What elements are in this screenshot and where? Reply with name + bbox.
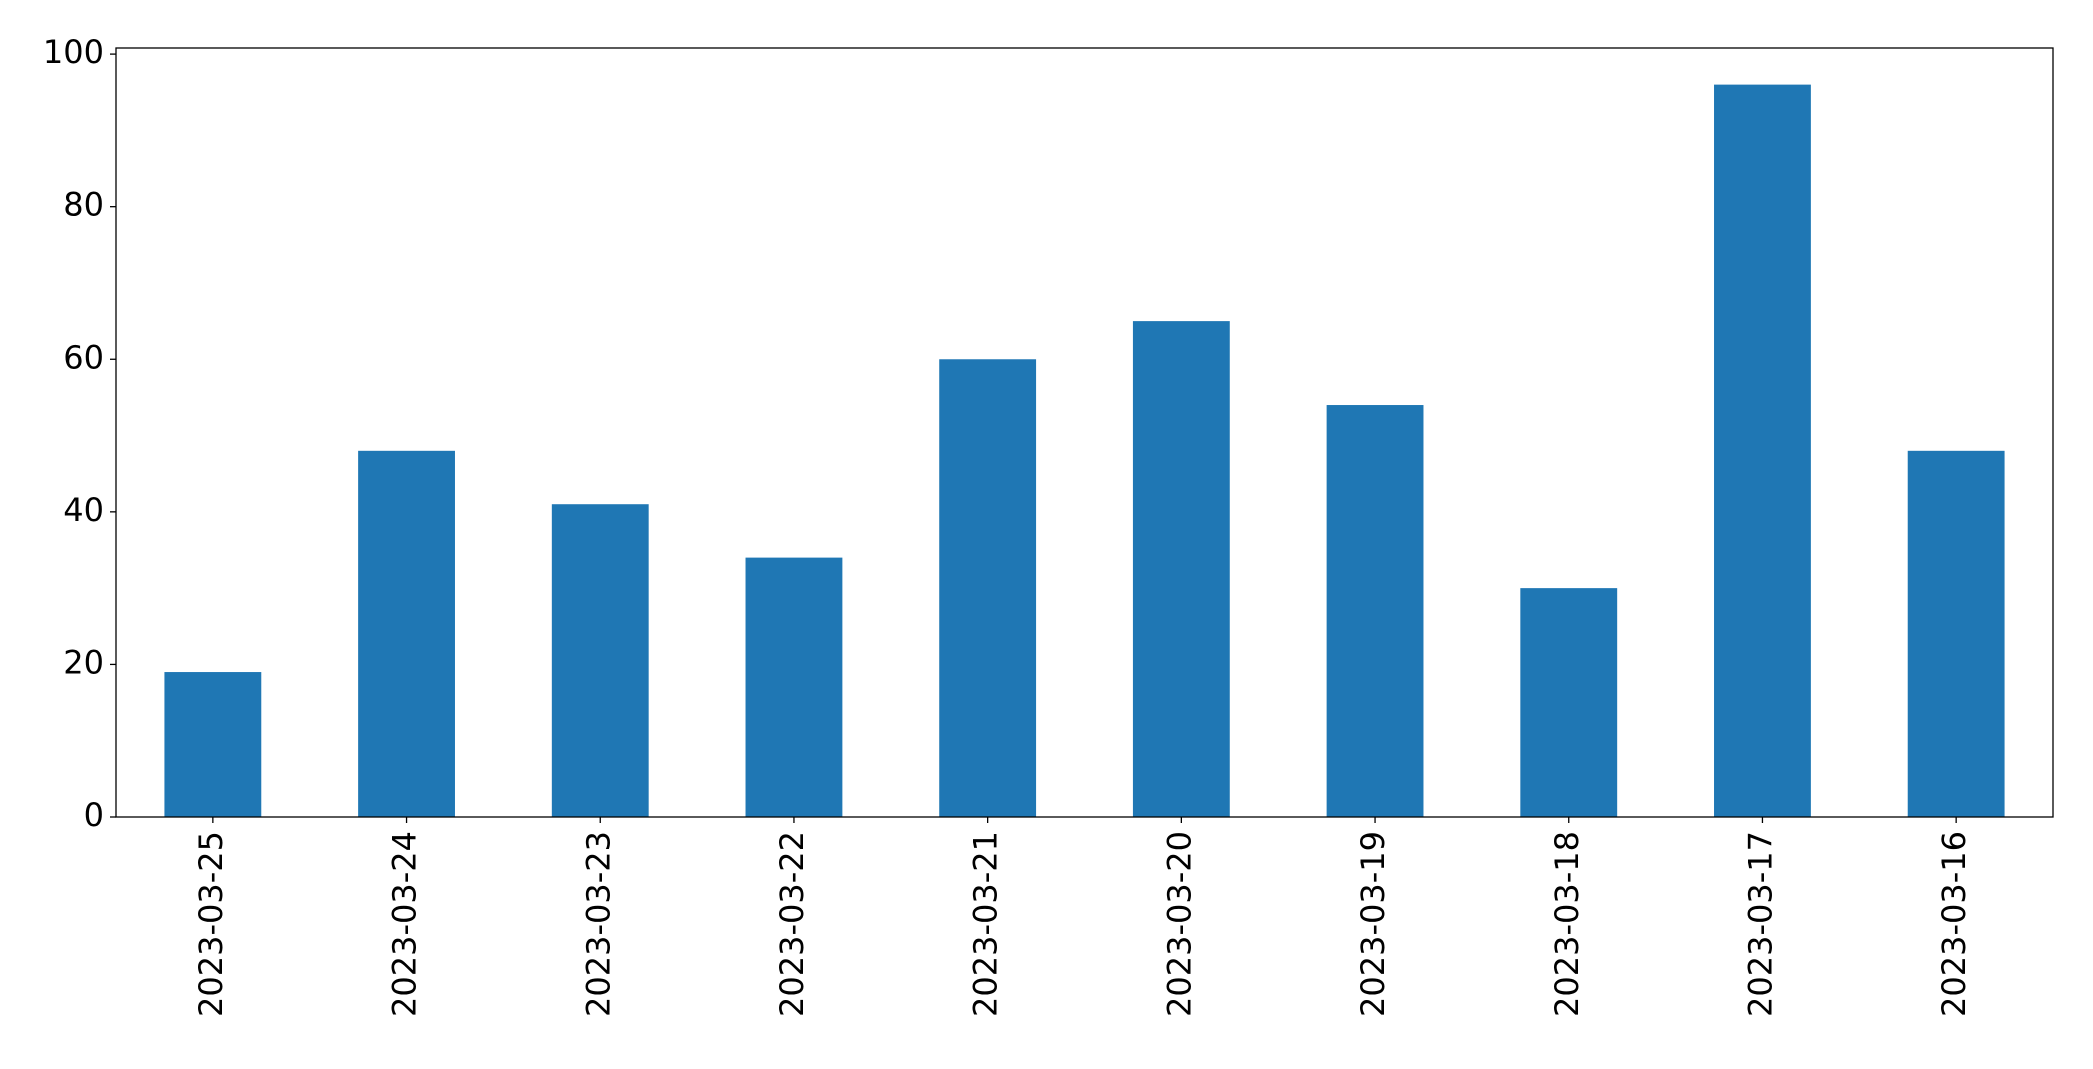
y-tick-label: 0 — [84, 796, 104, 834]
y-tick-label: 40 — [63, 491, 104, 529]
bar — [358, 450, 455, 817]
x-tick-label: 2023-03-24 — [386, 831, 424, 1017]
plot-frame — [115, 47, 2054, 818]
x-tick-label: 2023-03-25 — [192, 831, 230, 1017]
bar — [939, 359, 1037, 817]
x-tick-label: 2023-03-23 — [579, 831, 617, 1017]
x-tick-label: 2023-03-20 — [1160, 831, 1198, 1017]
bar — [1520, 588, 1618, 817]
x-tick-label: 2023-03-16 — [1935, 831, 1973, 1017]
bar — [1714, 84, 1811, 818]
bar — [164, 672, 262, 817]
x-tick-label: 2023-03-19 — [1354, 831, 1392, 1017]
y-tick-label: 80 — [63, 186, 104, 224]
bar — [1132, 321, 1230, 817]
x-tick-label: 2023-03-17 — [1741, 831, 1779, 1017]
y-tick-label: 60 — [63, 338, 104, 376]
bar — [745, 557, 843, 817]
x-tick-label: 2023-03-22 — [773, 831, 811, 1017]
x-tick-label: 2023-03-21 — [967, 831, 1005, 1017]
x-tick-label: 2023-03-18 — [1548, 831, 1586, 1017]
y-tick-label: 100 — [43, 33, 104, 71]
bar — [1907, 450, 2005, 817]
bar — [551, 504, 649, 817]
y-tick-label: 20 — [63, 643, 104, 681]
bar — [1326, 405, 1424, 817]
